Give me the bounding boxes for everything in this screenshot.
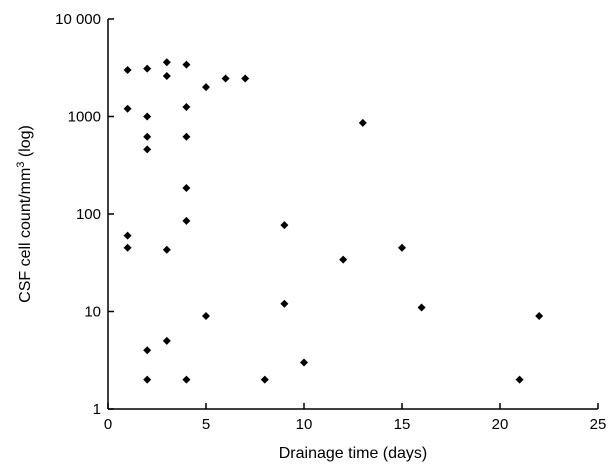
- x-tick-label: 0: [104, 416, 112, 433]
- data-point: [143, 375, 152, 384]
- x-tick-label: 5: [202, 416, 210, 433]
- data-point: [182, 375, 191, 384]
- axes: [107, 19, 598, 410]
- data-point: [182, 103, 191, 112]
- y-tick-label: 1000: [68, 109, 101, 126]
- y-axis-title-suffix: (log): [17, 125, 34, 161]
- data-point: [398, 243, 406, 252]
- x-axis-title: Drainage time (days): [279, 445, 428, 462]
- y-tick-label: 100: [76, 206, 101, 223]
- data-point: [123, 243, 132, 252]
- x-tick-label: 20: [492, 416, 509, 433]
- data-point: [358, 118, 367, 127]
- x-tick-label: 15: [394, 416, 411, 433]
- data-point: [182, 183, 191, 192]
- x-tick-label: 25: [590, 416, 607, 433]
- data-point: [143, 346, 152, 355]
- data-point: [143, 64, 152, 73]
- data-point: [280, 221, 289, 230]
- y-axis-title-main: CSF cell count/mm: [17, 168, 34, 303]
- data-point: [162, 58, 171, 67]
- data-point: [260, 375, 269, 384]
- data-point: [143, 132, 152, 141]
- x-tick-label: 10: [296, 416, 313, 433]
- data-point: [143, 145, 152, 154]
- data-point: [515, 375, 524, 384]
- x-ticks: 0 5 10 15 20 25: [104, 403, 607, 433]
- data-point: [123, 231, 132, 240]
- y-axis-title: CSF cell count/mm3 (log): [15, 125, 34, 303]
- data-point: [535, 311, 544, 320]
- data-point: [162, 336, 171, 345]
- data-point: [162, 72, 171, 81]
- data-point: [300, 358, 308, 367]
- y-tick-label: 1: [93, 401, 101, 418]
- data-point: [339, 255, 348, 264]
- data-point: [202, 83, 210, 92]
- data-point: [182, 60, 191, 69]
- data-point: [182, 216, 191, 225]
- data-point: [182, 132, 191, 141]
- data-point: [143, 112, 152, 121]
- data-point: [123, 65, 132, 74]
- data-point: [162, 245, 171, 254]
- data-point: [123, 104, 132, 113]
- y-tick-label: 10 000: [55, 11, 101, 28]
- y-tick-label: 10: [84, 304, 101, 321]
- y-axis-title-superscript: 3: [15, 162, 27, 168]
- data-point: [221, 74, 230, 83]
- data-points: [123, 58, 544, 384]
- data-point: [202, 311, 210, 320]
- data-point: [417, 303, 426, 312]
- data-point: [241, 74, 250, 83]
- y-ticks: 1 10 100 1000 10 000: [55, 11, 114, 418]
- data-point: [280, 299, 289, 308]
